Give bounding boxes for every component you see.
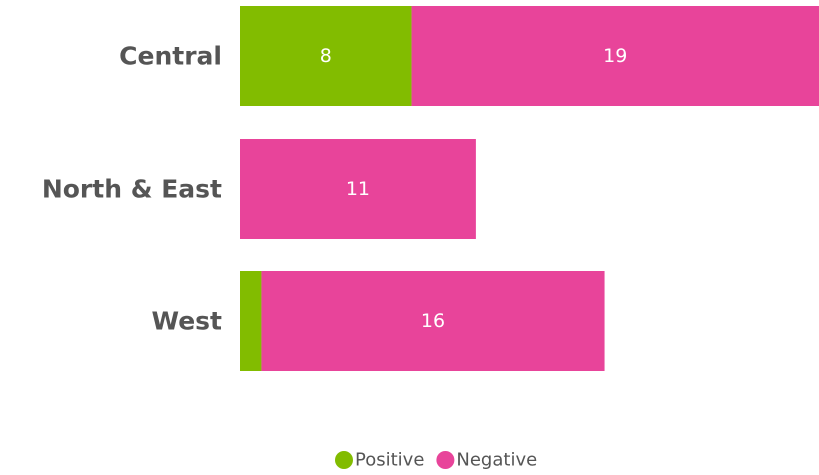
data-label-negative-north-and-east: 11 xyxy=(346,178,370,200)
legend: Positive Negative xyxy=(335,450,537,471)
legend-label-positive: Positive xyxy=(355,450,424,471)
bar-negative-north-and-east xyxy=(240,139,476,239)
legend-label-negative: Negative xyxy=(456,450,537,471)
bar-positive-central xyxy=(240,6,412,106)
bar-positive-west xyxy=(240,271,262,371)
legend-marker-positive xyxy=(335,451,353,469)
data-label-positive-central: 8 xyxy=(320,45,332,67)
category-label-west: West xyxy=(152,307,223,336)
data-label-negative-central: 19 xyxy=(603,45,627,67)
category-label-central: Central xyxy=(119,42,222,71)
bar-negative-west xyxy=(261,271,605,371)
legend-marker-negative xyxy=(436,451,455,469)
category-label-north-and-east: North & East xyxy=(42,175,222,204)
data-label-negative-west: 16 xyxy=(421,310,445,332)
bar-negative-central xyxy=(411,6,819,106)
category-labels: Central North & East West xyxy=(42,42,222,336)
plot-area: 8 19 11 16 xyxy=(240,6,819,371)
